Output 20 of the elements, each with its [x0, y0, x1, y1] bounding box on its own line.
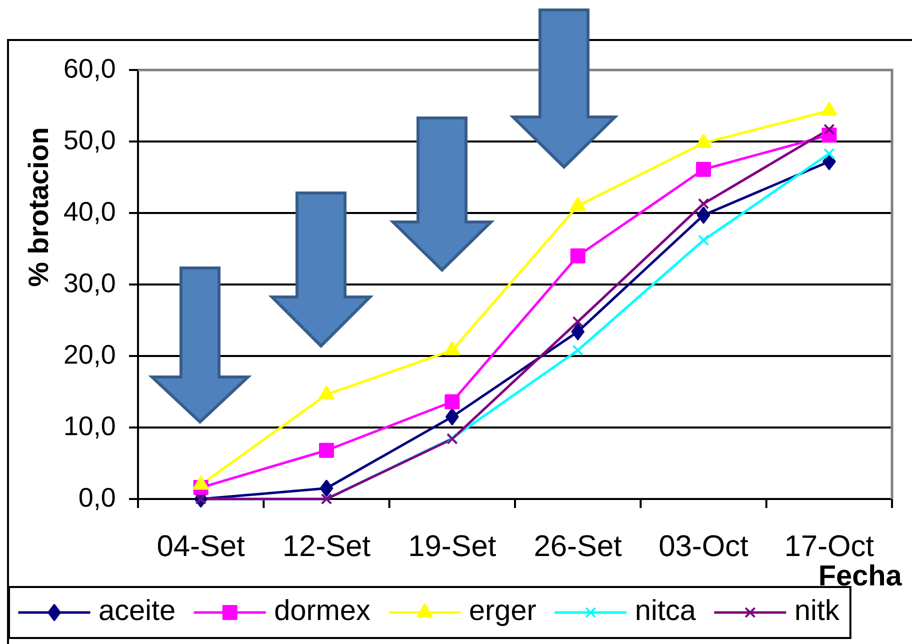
x-tick-label: 04-Set [158, 535, 245, 556]
x-tick-label: 26-Set [535, 535, 622, 556]
y-tick-label: 0,0 [79, 488, 115, 510]
legend-label: dormex [275, 599, 370, 620]
y-tick-label: 40,0 [64, 202, 115, 224]
y-tick-label: 10,0 [66, 416, 115, 439]
x-tick-label: 03-Oct [660, 535, 748, 556]
x-axis-title: Fecha [820, 564, 902, 586]
x-tick-label: 12-Set [284, 535, 370, 556]
y-tick-label: 30,0 [64, 273, 115, 296]
y-tick-label: 20,0 [64, 344, 115, 368]
y-tick-label: 50,0 [64, 130, 115, 153]
legend-label: aceite [100, 599, 174, 620]
x-tick-label: 17-Oct [786, 535, 874, 556]
legend-label: erger [470, 604, 536, 626]
x-tick-label: 19-Set [410, 535, 496, 556]
y-tick-label: 60,0 [64, 58, 115, 82]
legend-label: nitca [636, 599, 696, 620]
y-axis-title: % brotacion [28, 128, 48, 286]
legend-label: nitk [796, 599, 840, 620]
